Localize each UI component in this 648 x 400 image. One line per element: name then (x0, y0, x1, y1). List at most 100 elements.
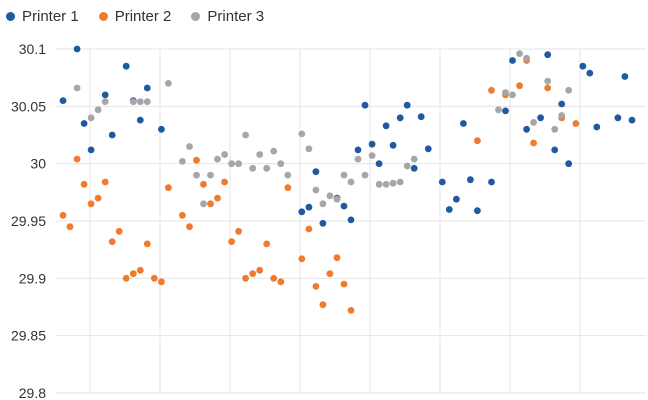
data-point-printer-2[interactable] (488, 86, 495, 94)
data-point-printer-2[interactable] (122, 274, 130, 282)
data-point-printer-1[interactable] (319, 219, 327, 227)
data-point-printer-3[interactable] (544, 77, 552, 85)
data-point-printer-2[interactable] (73, 155, 81, 163)
data-point-printer-1[interactable] (136, 116, 144, 124)
data-point-printer-3[interactable] (389, 179, 397, 187)
data-point-printer-2[interactable] (115, 227, 123, 235)
data-point-printer-1[interactable] (298, 208, 306, 216)
data-point-printer-1[interactable] (445, 206, 453, 213)
data-point-printer-3[interactable] (523, 54, 530, 62)
data-point-printer-2[interactable] (530, 139, 537, 147)
data-point-printer-3[interactable] (284, 171, 292, 179)
legend-item-printer-2[interactable]: Printer 2 (98, 8, 171, 25)
data-point-printer-2[interactable] (235, 227, 243, 235)
data-point-printer-3[interactable] (326, 192, 334, 200)
data-point-printer-3[interactable] (270, 147, 278, 155)
data-point-printer-3[interactable] (249, 164, 257, 172)
data-point-printer-2[interactable] (94, 194, 102, 202)
data-point-printer-1[interactable] (523, 125, 530, 133)
data-point-printer-3[interactable] (129, 98, 137, 106)
data-point-printer-2[interactable] (214, 194, 221, 202)
data-point-printer-2[interactable] (249, 270, 257, 278)
data-point-printer-3[interactable] (200, 200, 207, 208)
data-point-printer-1[interactable] (410, 164, 418, 172)
data-point-printer-2[interactable] (136, 266, 144, 274)
data-point-printer-3[interactable] (565, 86, 573, 94)
data-point-printer-2[interactable] (108, 238, 116, 246)
data-point-printer-1[interactable] (403, 101, 411, 109)
data-point-printer-1[interactable] (621, 73, 629, 80)
data-point-printer-3[interactable] (382, 180, 390, 188)
data-point-printer-3[interactable] (263, 164, 271, 172)
data-point-printer-2[interactable] (312, 283, 320, 290)
data-point-printer-2[interactable] (284, 184, 292, 192)
data-point-printer-1[interactable] (347, 216, 355, 224)
data-point-printer-3[interactable] (530, 119, 537, 126)
data-point-printer-3[interactable] (509, 91, 516, 99)
data-point-printer-3[interactable] (361, 171, 369, 179)
data-point-printer-1[interactable] (502, 107, 509, 115)
data-point-printer-2[interactable] (87, 200, 95, 208)
data-point-printer-1[interactable] (628, 116, 636, 124)
data-point-printer-2[interactable] (544, 84, 552, 92)
data-point-printer-2[interactable] (326, 270, 334, 278)
data-point-printer-3[interactable] (319, 200, 327, 208)
data-point-printer-3[interactable] (228, 160, 236, 168)
data-point-printer-1[interactable] (396, 114, 404, 122)
data-point-printer-1[interactable] (382, 122, 390, 130)
data-point-printer-3[interactable] (340, 171, 348, 179)
data-point-printer-1[interactable] (558, 100, 566, 108)
data-point-printer-3[interactable] (312, 186, 320, 194)
data-point-printer-3[interactable] (179, 158, 186, 165)
data-point-printer-1[interactable] (59, 97, 67, 104)
data-point-printer-3[interactable] (277, 160, 285, 168)
data-point-printer-1[interactable] (453, 195, 460, 203)
data-point-printer-1[interactable] (389, 141, 397, 149)
data-point-printer-3[interactable] (193, 171, 200, 179)
data-point-printer-1[interactable] (80, 120, 88, 127)
data-point-printer-2[interactable] (256, 266, 264, 274)
data-point-printer-1[interactable] (340, 202, 348, 210)
legend-item-printer-3[interactable]: Printer 3 (191, 8, 264, 25)
data-point-printer-1[interactable] (122, 62, 130, 70)
data-point-printer-3[interactable] (94, 106, 102, 114)
data-point-printer-2[interactable] (143, 240, 151, 248)
data-point-printer-2[interactable] (193, 156, 200, 164)
data-point-printer-2[interactable] (80, 180, 88, 188)
data-point-printer-1[interactable] (361, 101, 369, 109)
data-point-printer-2[interactable] (242, 274, 250, 282)
data-point-printer-2[interactable] (165, 184, 172, 192)
data-point-printer-2[interactable] (270, 274, 278, 282)
data-point-printer-1[interactable] (565, 160, 573, 168)
data-point-printer-1[interactable] (87, 146, 95, 154)
data-point-printer-3[interactable] (551, 125, 559, 133)
data-point-printer-2[interactable] (305, 225, 313, 233)
data-point-printer-1[interactable] (544, 51, 552, 59)
data-point-printer-3[interactable] (87, 114, 95, 122)
data-point-printer-2[interactable] (298, 255, 306, 263)
data-point-printer-1[interactable] (488, 178, 495, 186)
data-point-printer-1[interactable] (143, 84, 151, 92)
data-point-printer-3[interactable] (396, 178, 404, 186)
data-point-printer-1[interactable] (368, 140, 376, 148)
data-point-printer-3[interactable] (516, 50, 523, 57)
data-point-printer-3[interactable] (221, 151, 229, 158)
data-point-printer-1[interactable] (424, 145, 432, 153)
data-point-printer-3[interactable] (410, 155, 418, 163)
data-point-printer-2[interactable] (186, 223, 193, 231)
data-point-printer-3[interactable] (136, 98, 144, 106)
data-point-printer-2[interactable] (333, 254, 341, 262)
data-point-printer-1[interactable] (474, 207, 481, 215)
data-point-printer-1[interactable] (579, 62, 587, 70)
data-point-printer-1[interactable] (537, 114, 544, 122)
data-point-printer-3[interactable] (558, 112, 566, 119)
data-point-printer-3[interactable] (242, 131, 250, 139)
data-point-printer-2[interactable] (66, 223, 74, 231)
data-point-printer-1[interactable] (158, 125, 165, 133)
data-point-printer-3[interactable] (143, 98, 151, 106)
data-point-printer-2[interactable] (277, 278, 285, 286)
data-point-printer-1[interactable] (467, 176, 474, 184)
data-point-printer-3[interactable] (368, 152, 376, 160)
data-point-printer-2[interactable] (129, 270, 137, 278)
data-point-printer-2[interactable] (59, 211, 67, 219)
